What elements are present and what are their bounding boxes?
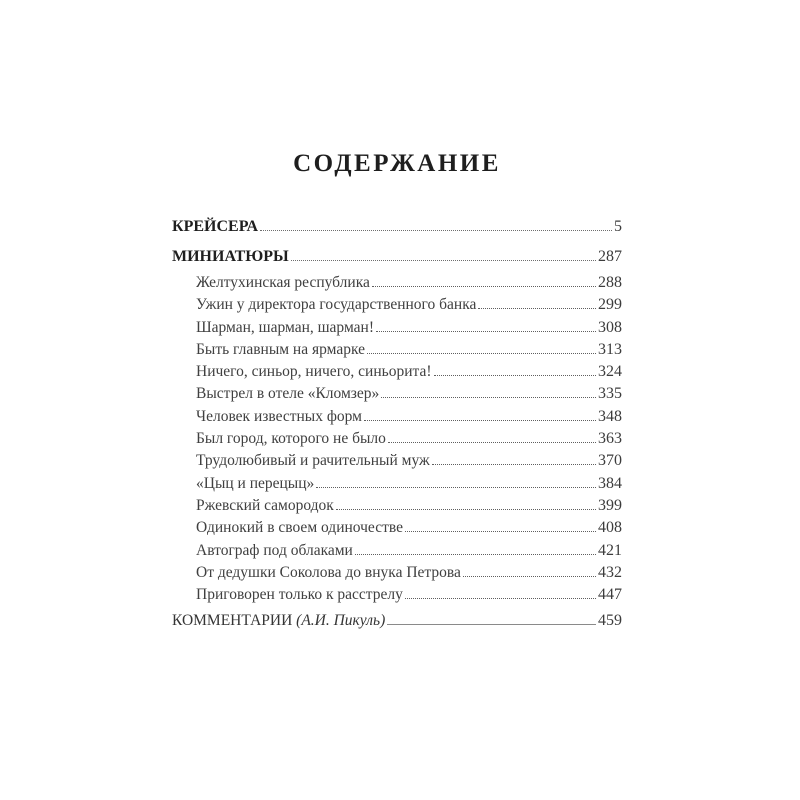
dot-leader [387,441,596,444]
page-title: СОДЕРЖАНИЕ [293,150,501,177]
author-attribution: (А.И. Пикуль) [296,612,386,630]
toc-entry: От дедушки Соколова до внука Петрова 432 [172,562,622,584]
page-number: 447 [598,586,622,604]
dot-leader [335,508,596,510]
dot-leader [354,553,596,555]
toc-entry-label: Приговорен только к расстрелу [196,586,403,604]
dot-leader [404,530,596,533]
dot-leader [433,374,596,377]
page-number: 363 [598,430,622,448]
page-number: 299 [598,296,622,314]
dot-leader [381,396,596,399]
toc-entry-label: Выстрел в отеле «Кломзер» [196,385,380,403]
toc-entry-label: «Цыц и перецыц» [196,474,315,492]
toc-entry: Автограф под облаками 421 [172,540,622,562]
page-number: 288 [598,274,622,291]
page-number: 421 [598,541,622,559]
dot-leader [363,419,596,421]
toc-entry-label: КРЕЙСЕРА [172,218,258,235]
dot-leader [431,463,596,466]
dot-leader [376,330,596,332]
toc-entry: Ржевский самородок 399 [172,495,622,517]
dot-leader [387,623,596,626]
toc-entry-label: Шарман, шарман, шарман! [196,318,374,336]
toc-entry: Ничего, синьор, ничего, синьорита! 324 [172,361,622,383]
page-number: 287 [598,248,622,265]
toc-entry-label: Автограф под облаками [196,541,353,559]
page-number: 459 [598,612,622,630]
toc-entry-label: Ржевский самородок [196,496,334,514]
page-number: 308 [598,318,622,336]
dot-leader [316,486,596,488]
toc-entry-label: От дедушки Соколова до внука Петрова [196,563,461,581]
toc-entry-label: Трудолюбивый и рачительный муж [196,452,430,470]
page-number: 324 [598,363,622,381]
toc-entry: Был город, которого не было 363 [172,428,622,450]
toc-entry: Человек известных форм 348 [172,406,622,428]
toc-entry-label: Одинокий в своем одиночестве [196,519,403,537]
dot-leader [371,285,596,287]
dot-leader [478,307,596,310]
toc-entry-label: Ужин у директора государственного банка [196,296,477,314]
dot-leader [404,597,596,600]
toc-entry: КРЕЙСЕРА 5 [172,212,622,242]
toc-entry: «Цыц и перецыц» 384 [172,473,622,495]
toc-entry: Приговорен только к расстрелу 447 [172,584,622,606]
dot-leader [366,352,596,354]
toc-entry: Желтухинская республика 288 [172,272,622,294]
toc-entry-label: КОММЕНТАРИИ (А.И. Пикуль) [172,612,386,630]
table-of-contents: КРЕЙСЕРА 5 МИНИАТЮРЫ 287 Желтухинская ре… [172,212,622,634]
dot-leader [290,259,596,261]
toc-entry-label: Быть главным на ярмарке [196,340,365,358]
toc-entry: Выстрел в отеле «Кломзер» 335 [172,383,622,405]
toc-entry: КОММЕНТАРИИ (А.И. Пикуль) 459 [172,608,622,634]
page-number: 335 [598,385,622,403]
page-number: 432 [598,563,622,581]
dot-leader [260,229,612,231]
page-number: 348 [598,407,622,425]
toc-entry-label: Ничего, синьор, ничего, синьорита! [196,363,432,381]
page-number: 384 [598,474,622,492]
toc-entry: МИНИАТЮРЫ 287 [172,242,622,272]
dot-leader [462,575,596,577]
toc-entry-label: Желтухинская республика [196,274,370,291]
page-number: 313 [598,340,622,358]
toc-entry: Быть главным на ярмарке 313 [172,339,622,361]
toc-entry: Шарман, шарман, шарман! 308 [172,317,622,339]
page-number: 370 [598,452,622,470]
toc-entry-label: МИНИАТЮРЫ [172,248,289,265]
toc-entry: Одинокий в своем одиночестве 408 [172,517,622,539]
page-number: 399 [598,496,622,514]
toc-entry-label: Был город, которого не было [196,430,386,448]
toc-entry: Трудолюбивый и рачительный муж 370 [172,450,622,472]
page-number: 5 [614,218,622,235]
page-number: 408 [598,519,622,537]
toc-entry-label: Человек известных форм [196,407,362,425]
toc-entry: Ужин у директора государственного банка … [172,294,622,316]
